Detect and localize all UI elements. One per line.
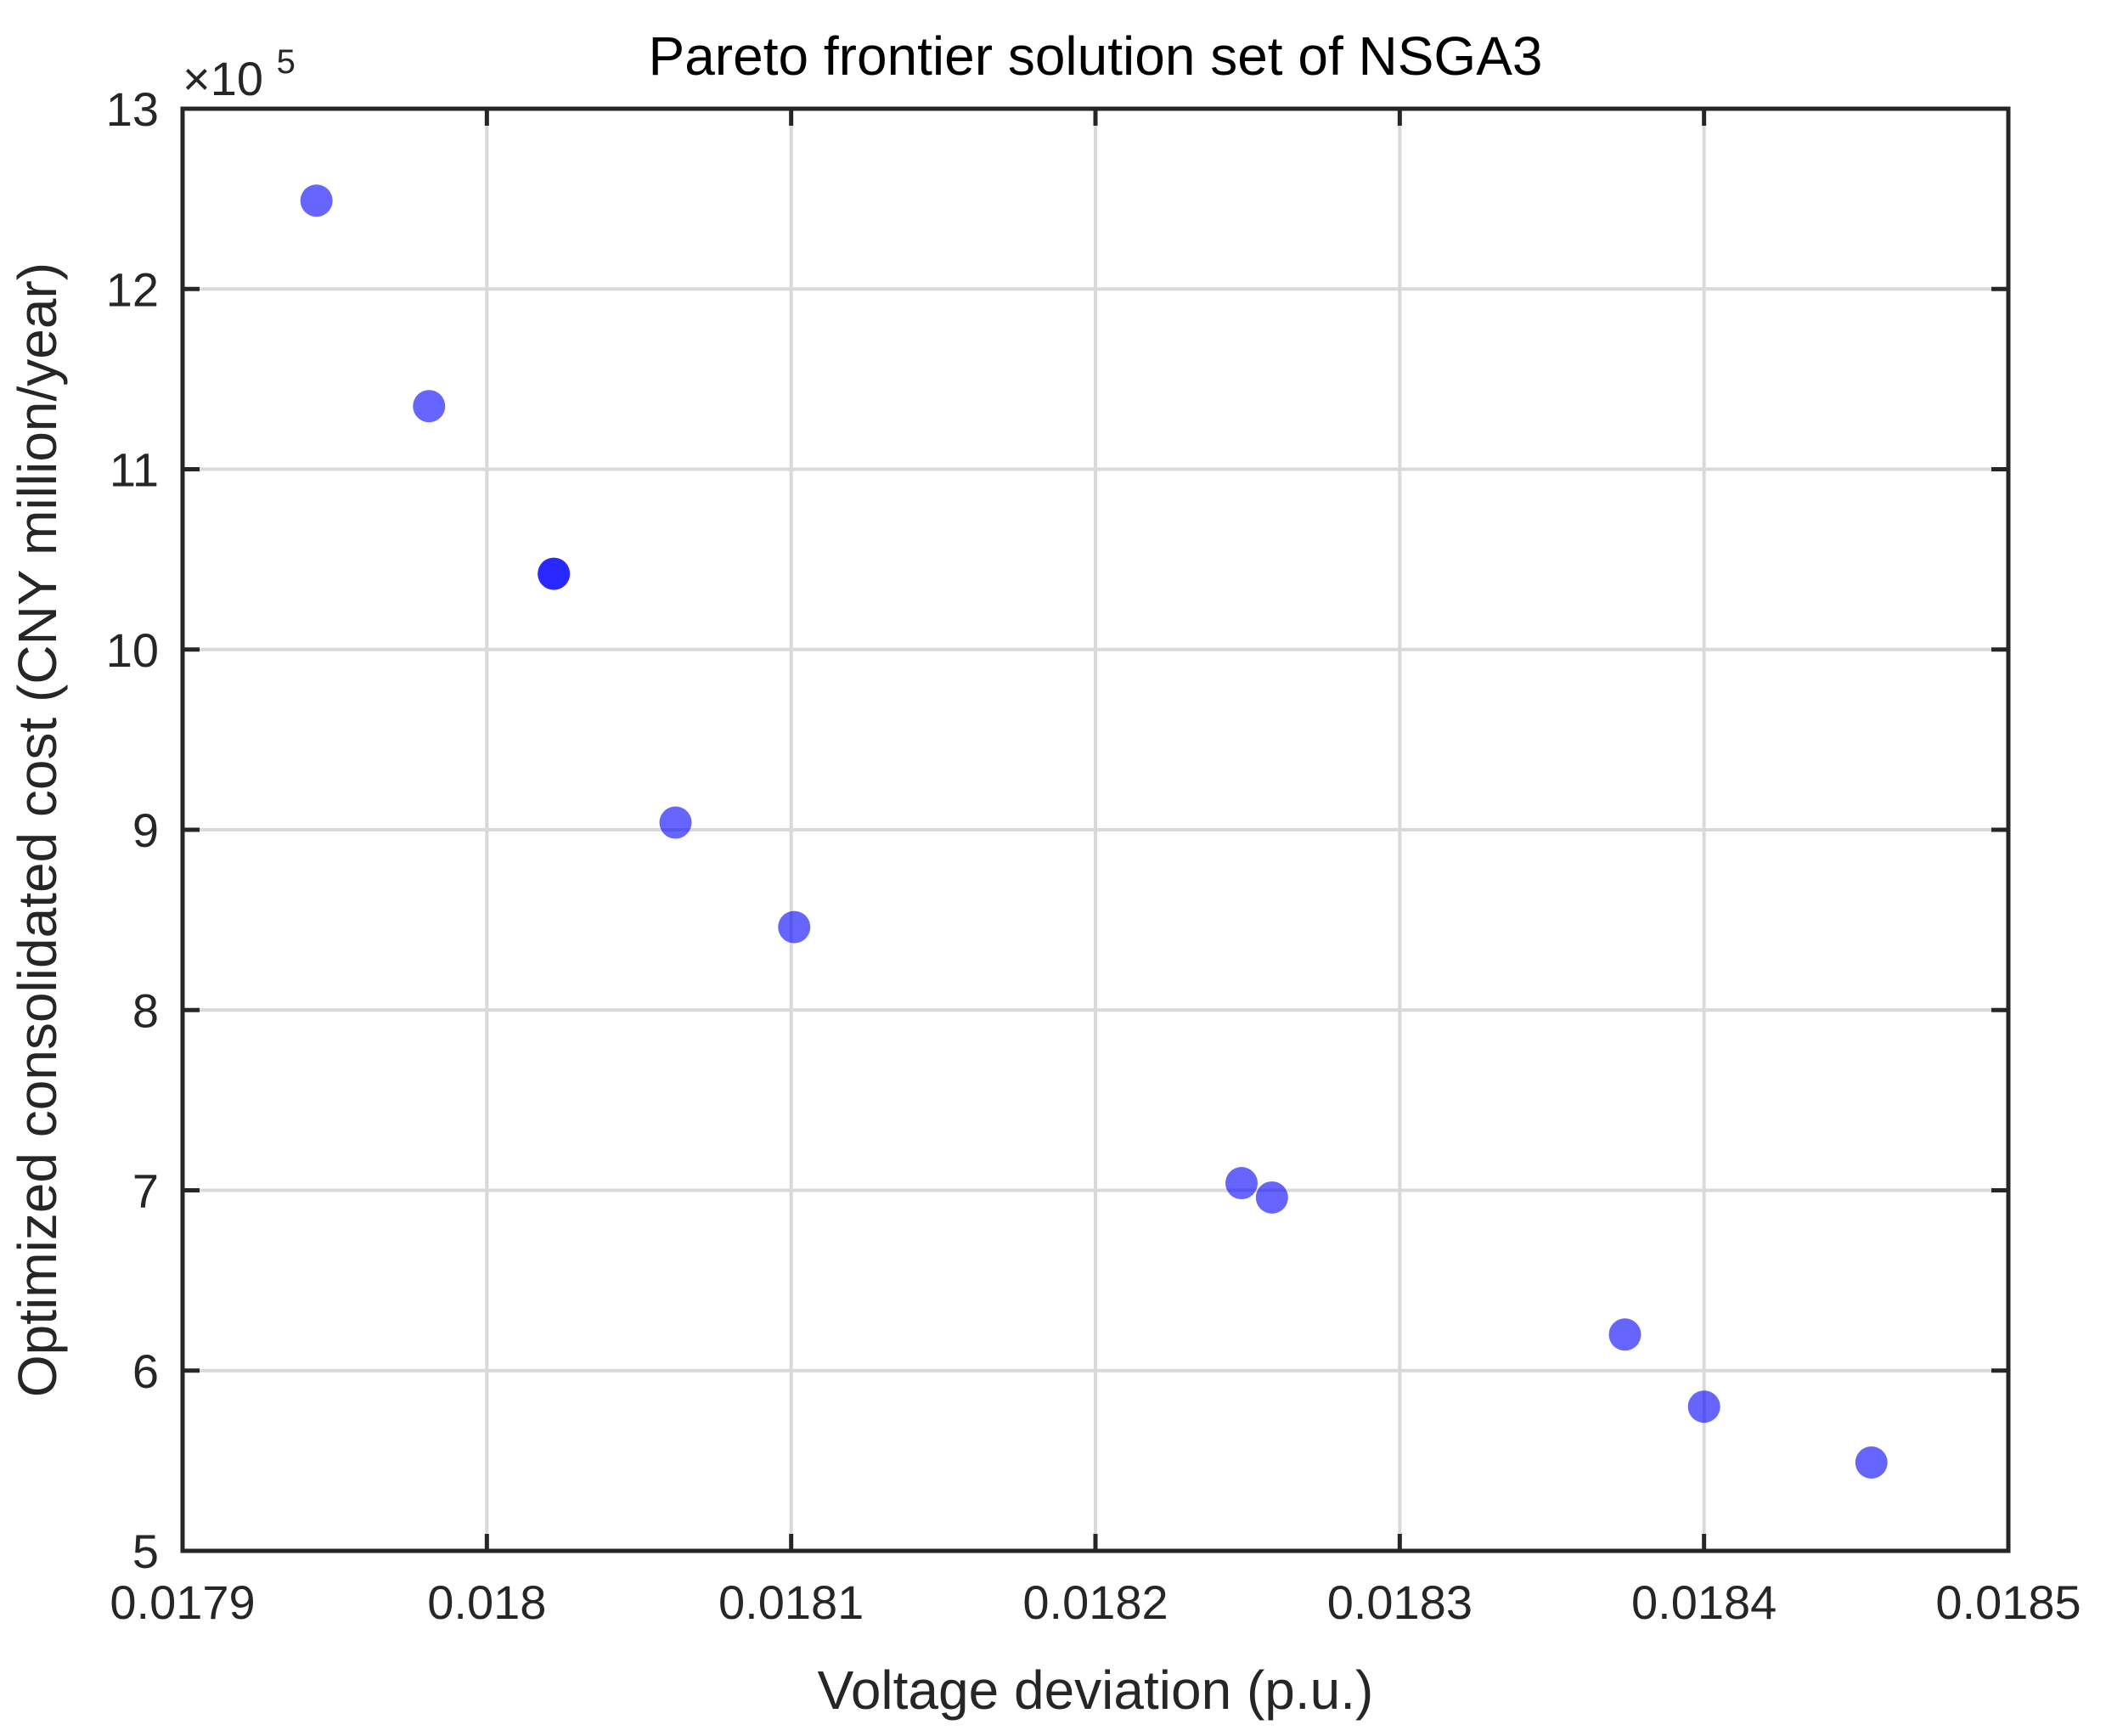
data-point [659, 806, 692, 839]
data-point [1855, 1446, 1888, 1479]
tick-labels: 0.0179 0.018 0.0181 0.0182 0.0183 0.0184 0.018… [106, 82, 2081, 1629]
x-tick-label: 0.0184 [1631, 1575, 1777, 1629]
y-tick-label: 10 [106, 623, 159, 677]
axis-ticks [180, 106, 2011, 1553]
y-axis-label: Optimized consolidated cost (CNY million… [7, 262, 68, 1397]
data-point [1225, 1167, 1258, 1200]
x-tick-label: 0.0185 [1935, 1575, 2081, 1629]
y-tick-label: 11 [110, 443, 159, 497]
data-point [1608, 1318, 1641, 1351]
x-tick-label: 0.018 [427, 1575, 546, 1629]
x-tick-label: 0.0181 [718, 1575, 864, 1629]
chart-title: Pareto frontier solution set of NSGA3 [649, 25, 1543, 87]
data-point [300, 184, 333, 217]
y-tick-label: 5 [132, 1525, 159, 1578]
x-tick-label: 0.0183 [1327, 1575, 1473, 1629]
data-point [538, 557, 571, 590]
grid-lines [183, 109, 2008, 1551]
y-tick-label: 8 [132, 984, 159, 1037]
x-tick-label: 0.0179 [110, 1575, 255, 1629]
x-axis-label: Voltage deviation (p.u.) [818, 1660, 1374, 1721]
data-point [1687, 1390, 1720, 1423]
y-tick-label: 9 [132, 803, 159, 857]
y-tick-label: 7 [132, 1164, 159, 1218]
y-axis-multiplier: ×10 5 [183, 43, 296, 105]
y-axis-multiplier-exponent: 5 [277, 43, 296, 81]
data-point [413, 390, 446, 423]
data-point [1255, 1181, 1288, 1214]
y-tick-label: 12 [106, 262, 159, 316]
y-tick-label: 13 [106, 82, 159, 136]
data-points [300, 184, 1888, 1479]
x-tick-label: 0.0182 [1022, 1575, 1168, 1629]
data-point [778, 910, 811, 944]
y-axis-multiplier-base: ×10 [183, 52, 263, 105]
y-tick-label: 6 [132, 1344, 159, 1398]
